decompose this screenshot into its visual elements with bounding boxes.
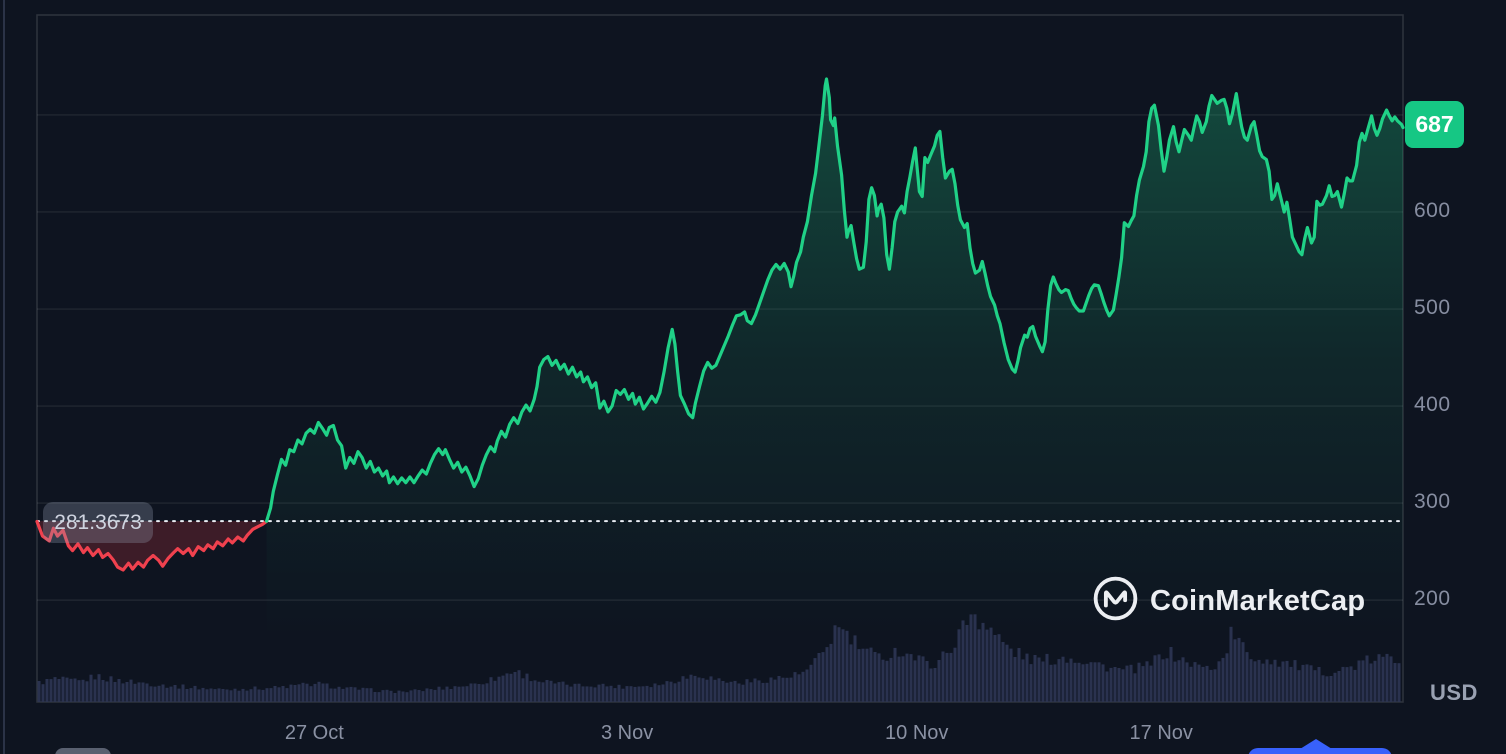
watermark-brand-text: CoinMarketCap — [1150, 584, 1366, 617]
x-axis-tick-label: 17 Nov — [1129, 722, 1193, 744]
coinmarketcap-logo-icon — [1092, 575, 1139, 627]
x-axis-tick-label: 10 Nov — [885, 722, 949, 744]
y-axis-tick-label: 300 — [1414, 490, 1451, 514]
y-axis-tick-label: 400 — [1414, 393, 1451, 417]
y-axis-unit-label: USD — [1430, 680, 1478, 705]
open-price-value: 281.3673 — [54, 510, 142, 534]
current-price-value: 687 — [1415, 111, 1454, 137]
panel-divider — [3, 0, 5, 754]
x-axis-tick-label: 3 Nov — [600, 722, 654, 744]
open-price-label: 281.3673 — [43, 502, 153, 543]
coinmarketcap-watermark: CoinMarketCap — [1092, 575, 1366, 627]
crosshair-date-tooltip-stub — [55, 748, 111, 754]
tooltip-arrow-icon — [1300, 739, 1332, 749]
current-price-badge: 687 — [1405, 101, 1464, 148]
tooltip-body — [1248, 748, 1392, 754]
y-axis-tick-label: 500 — [1414, 296, 1451, 319]
x-axis-tick-label: 27 Oct — [284, 722, 344, 744]
y-axis-tick-label: 600 — [1414, 198, 1451, 222]
y-axis-tick-label: 200 — [1414, 587, 1451, 611]
